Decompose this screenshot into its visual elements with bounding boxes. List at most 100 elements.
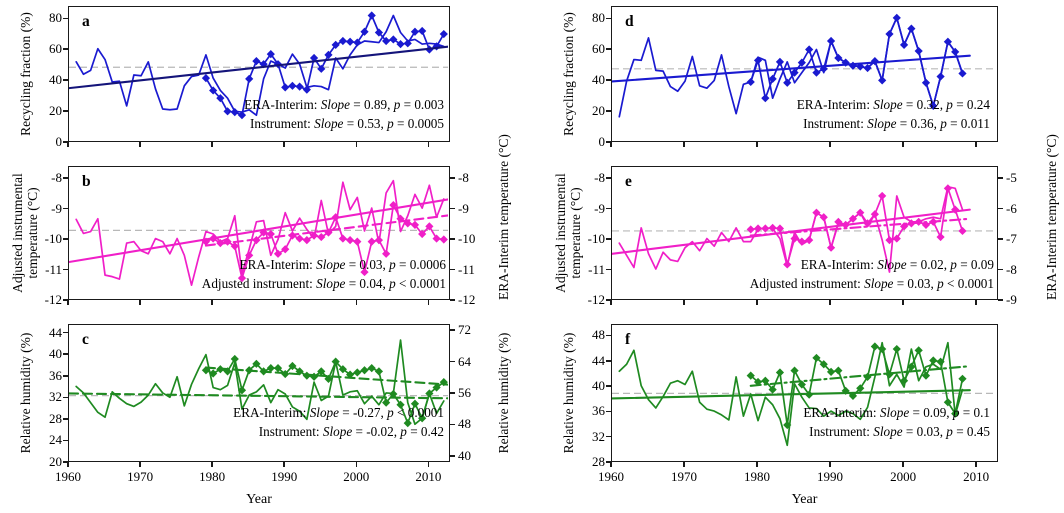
panel-f-ytickmark-32	[606, 435, 611, 438]
panel-d-y-axis-title: Recycling fraction (%)	[561, 12, 576, 136]
data-point	[396, 39, 405, 49]
panel-a-annotation-0: ERA-Interim: Slope = 0.89, p = 0.003	[244, 97, 444, 112]
panel-f-xtickmark-1970	[683, 462, 685, 467]
panel-b-ytickmark-right--8	[450, 177, 455, 179]
panel-c-series-0-line	[75, 339, 445, 426]
panel-a-plot-area	[68, 6, 450, 142]
panel-b-xtickmark-1970	[139, 300, 141, 305]
panel-e-ytickmark--12	[606, 299, 611, 301]
data-point	[958, 69, 967, 78]
panel-c-ytick-20: 20	[49, 454, 62, 469]
data-point	[317, 64, 326, 73]
panel-b-ytickmark--12	[63, 299, 68, 301]
data-point	[295, 82, 304, 91]
panel-b-series-layer	[69, 179, 448, 287]
panel-a-ytickmark-40	[63, 79, 68, 81]
panel-f-x-axis-title: Year	[791, 492, 818, 507]
panel-f-series-3-line	[749, 365, 971, 387]
data-point	[403, 219, 412, 228]
panel-a-xtickmark-1980	[211, 142, 213, 147]
data-point	[761, 376, 770, 385]
panel-f-xtickmark-1990	[829, 462, 831, 467]
panel-c-ytickmark-right-40	[450, 454, 455, 457]
data-point	[360, 27, 369, 36]
panel-c-ytickmark-right-48	[450, 423, 455, 426]
data-point	[878, 191, 887, 201]
data-point	[360, 366, 369, 375]
panel-c-annotation-0: ERA-Interim: Slope = -0.27, p < 0.0001	[233, 405, 444, 420]
data-point	[345, 370, 355, 379]
panel-b-ytick--9: -9	[51, 200, 62, 216]
panel-b-xtickmark-2010	[427, 300, 430, 305]
data-point	[389, 35, 398, 44]
data-point	[338, 36, 347, 46]
panel-b-annotation-0: ERA-Interim: Slope = 0.03, p = 0.0006	[239, 257, 446, 272]
panel-a-series-layer	[69, 11, 448, 120]
panel-a-xtickmark-2010	[427, 142, 430, 147]
panel-b-ytick--11: -11	[45, 261, 62, 277]
data-point	[281, 245, 290, 254]
panel-e-ytick-right--7: -7	[1006, 231, 1017, 247]
panel-f-series-layer	[612, 341, 996, 447]
panel-c-xtickmark-1970	[139, 462, 141, 467]
data-point	[353, 38, 362, 47]
panel-e-plot-area	[611, 166, 998, 300]
data-point	[921, 371, 931, 380]
data-point	[899, 376, 909, 385]
panel-b-ytick-right--8: -8	[458, 170, 469, 186]
panel-e-ytickmark--11	[606, 268, 611, 271]
panel-b-annotation-1: Adjusted instrument: Slope = 0.04, p < 0…	[201, 276, 446, 291]
panel-b-ytick-right--9: -9	[458, 200, 469, 216]
data-point	[914, 46, 923, 56]
panel-f-ytickmark-48	[606, 334, 611, 337]
panel-f-ytickmark-36	[606, 410, 611, 413]
panel-c-xtickmark-1990	[283, 462, 286, 467]
data-point	[367, 237, 376, 246]
data-point	[295, 367, 304, 376]
panel-f-series-2-line	[612, 389, 971, 400]
data-point	[216, 94, 225, 103]
panel-e-xtickmark-1970	[683, 300, 685, 305]
panel-f-annotation-1: Instrument: Slope = 0.03, p = 0.45	[809, 424, 990, 439]
panel-c-ytick-right-48: 48	[458, 416, 471, 432]
data-point	[209, 86, 218, 95]
panel-b-ytickmark-right--11	[450, 268, 455, 271]
data-point	[345, 235, 355, 245]
panel-c-ytick-28: 28	[49, 410, 62, 426]
data-point	[382, 36, 391, 46]
panel-e-ytickmark--10	[606, 238, 611, 240]
panel-e-ytickmark-right--5	[998, 177, 1003, 179]
data-point	[892, 234, 901, 243]
panel-e-label: e	[625, 173, 632, 190]
data-point	[878, 344, 887, 354]
panel-f-ytickmark-28	[606, 461, 611, 463]
panel-b-series-2-line	[69, 198, 448, 264]
panel-e-ytickmark-right--9	[998, 299, 1003, 301]
panel-a-ytick-40: 40	[49, 72, 62, 88]
data-point	[958, 374, 967, 383]
data-point	[753, 377, 763, 387]
panel-c-ytickmark-40	[63, 353, 68, 355]
panel-b-xtickmark-2000	[355, 300, 358, 305]
panel-b-ytickmark--8	[63, 177, 68, 179]
panel-b-ytick--10: -10	[44, 231, 62, 247]
panel-f-xtick-1990: 1990	[817, 469, 844, 484]
panel-c-ytick-right-64: 64	[458, 353, 471, 369]
data-point	[281, 83, 290, 92]
panel-b-label: b	[82, 173, 91, 190]
panel-f-y-axis-title: Relative humidity (%)	[561, 332, 576, 454]
panel-c-ytick-right-56: 56	[458, 385, 471, 400]
panel-c-ytickmark-24	[63, 439, 68, 442]
panel-c-ytickmark-right-64	[450, 360, 455, 363]
data-point	[302, 235, 311, 245]
panel-c-y-axis-title-right: Relative humidity (%)	[496, 332, 511, 454]
data-point	[921, 78, 931, 87]
panel-c-ytick-40: 40	[49, 346, 62, 362]
panel-e-xtickmark-2000	[902, 300, 904, 305]
data-point	[892, 13, 901, 22]
data-point	[775, 57, 785, 66]
panel-e-ytick-right--8: -8	[1006, 261, 1017, 277]
data-point	[345, 37, 355, 46]
data-point	[245, 74, 254, 83]
panel-c-series-3-line	[204, 366, 448, 386]
